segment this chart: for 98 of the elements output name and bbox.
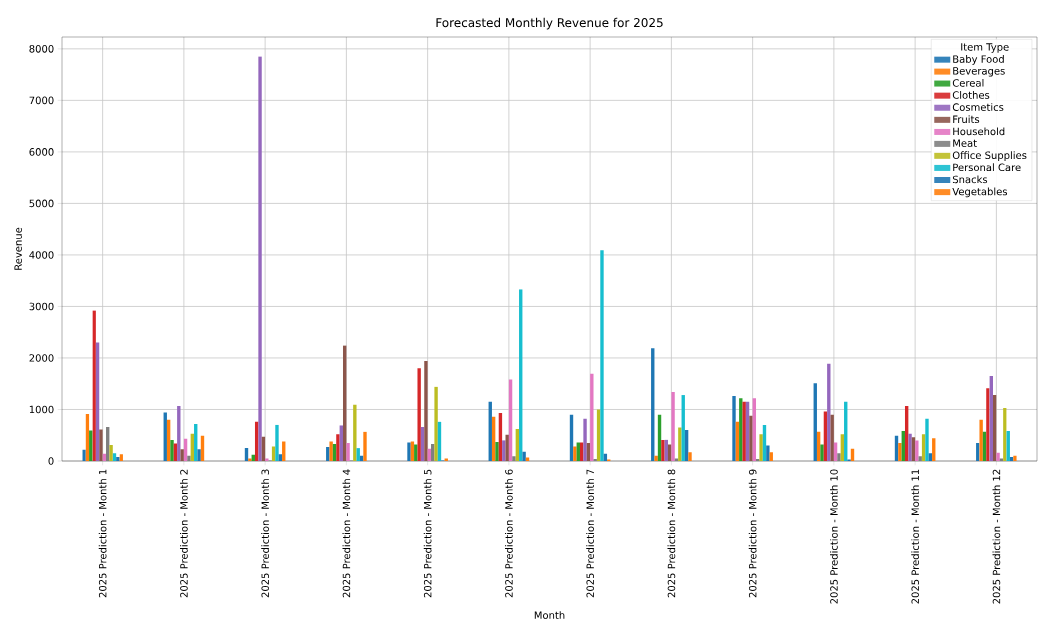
bar xyxy=(275,424,279,461)
legend-label: Beverages xyxy=(953,67,1005,77)
bar xyxy=(908,433,912,461)
bar xyxy=(525,457,530,461)
bar xyxy=(576,442,580,461)
legend-label: Personal Care xyxy=(953,163,1021,172)
bar xyxy=(600,250,604,461)
bar xyxy=(654,455,658,461)
x-tick-label: 2025 Prediction - Month 3 xyxy=(261,469,269,598)
legend-label: Baby Food xyxy=(953,55,1004,65)
bar xyxy=(678,427,682,461)
legend-label: Vegetables xyxy=(952,187,1008,198)
y-tick-label: 3000 xyxy=(29,302,54,311)
bar xyxy=(187,455,191,461)
bar xyxy=(512,456,516,461)
legend-label: Office Supplies xyxy=(952,151,1027,161)
bar xyxy=(112,453,117,461)
y-tick-label: 2000 xyxy=(29,354,54,362)
bar xyxy=(329,441,333,461)
x-tick-label: 2025 Prediction - Month 8 xyxy=(667,469,676,598)
bar xyxy=(996,452,1000,461)
bar xyxy=(410,441,415,461)
bar xyxy=(434,386,438,461)
legend-label: Clothes xyxy=(952,91,990,99)
bar xyxy=(173,443,178,461)
bar xyxy=(915,440,919,461)
bar xyxy=(109,445,113,461)
x-tick-label: 2025 Prediction - Month 1 xyxy=(98,469,107,598)
x-tick-label: 2025 Prediction - Month 10 xyxy=(830,469,838,604)
bar xyxy=(346,442,350,461)
bar xyxy=(830,414,834,461)
y-tick-label: 7000 xyxy=(29,96,54,105)
bar xyxy=(898,442,902,461)
y-tick-label: 5000 xyxy=(29,199,54,208)
bar xyxy=(999,458,1004,461)
bar xyxy=(769,452,773,461)
x-tick-label: 2025 Prediction - Month 4 xyxy=(342,469,351,598)
bar xyxy=(671,391,675,461)
y-tick-label: 8000 xyxy=(29,45,54,53)
bar xyxy=(674,458,679,461)
bar xyxy=(339,425,343,461)
bar xyxy=(180,449,184,461)
bar xyxy=(925,418,929,461)
y-tick-label: 6000 xyxy=(29,148,54,156)
bar xyxy=(837,453,841,461)
legend-label: Meat xyxy=(953,139,977,147)
y-tick-label: 0 xyxy=(48,457,54,465)
bar xyxy=(522,451,526,461)
bar xyxy=(833,442,838,461)
bar xyxy=(336,434,340,461)
bar xyxy=(353,404,357,461)
legend-label: Cereal xyxy=(952,79,984,87)
bar xyxy=(424,361,428,461)
bar xyxy=(932,438,936,461)
bar xyxy=(911,437,916,461)
bar xyxy=(579,442,584,461)
x-tick-label: 2025 Prediction - Month 9 xyxy=(748,469,757,598)
chart-title: Forecasted Monthly Revenue for 2025 xyxy=(436,17,663,30)
x-tick-label: 2025 Prediction - Month 7 xyxy=(586,469,594,598)
bar xyxy=(979,419,983,461)
legend-label: Cosmetics xyxy=(952,103,1004,111)
y-tick-label: 4000 xyxy=(29,251,54,259)
legend-title: Item Type xyxy=(961,43,1009,53)
bar xyxy=(759,434,763,461)
x-tick-label: 2025 Prediction - Month 6 xyxy=(505,469,513,598)
bar xyxy=(502,440,506,461)
bar xyxy=(928,453,933,461)
y-tick-label: 1000 xyxy=(29,405,54,414)
y-axis-title: Revenue xyxy=(14,227,22,270)
bar xyxy=(590,373,594,461)
legend-label: Fruits xyxy=(953,115,980,124)
bar xyxy=(248,458,252,461)
bar xyxy=(766,445,770,461)
bar xyxy=(820,444,824,461)
legend-label: Snacks xyxy=(952,175,988,184)
bar xyxy=(99,429,103,461)
bar xyxy=(495,441,499,461)
x-tick-label: 2025 Prediction - Month 5 xyxy=(423,469,432,598)
bar xyxy=(583,418,587,461)
bar xyxy=(688,452,692,461)
bar xyxy=(918,456,922,461)
bar xyxy=(732,396,736,461)
legend-label: Household xyxy=(953,127,1005,136)
bar xyxy=(258,56,262,461)
bar xyxy=(278,454,283,461)
bar xyxy=(363,431,367,461)
bar xyxy=(407,442,411,461)
bar xyxy=(505,434,509,461)
bar xyxy=(573,446,577,461)
bar xyxy=(170,439,174,461)
bar xyxy=(417,368,421,461)
bar xyxy=(282,441,286,461)
bar xyxy=(197,449,201,461)
bar xyxy=(749,415,753,461)
x-tick-label: 2025 Prediction - Month 12 xyxy=(992,469,1001,604)
x-tick-label: 2025 Prediction - Month 2 xyxy=(180,469,188,598)
x-tick-label: 2025 Prediction - Month 11 xyxy=(911,469,919,604)
x-axis-title: Month xyxy=(534,611,565,619)
